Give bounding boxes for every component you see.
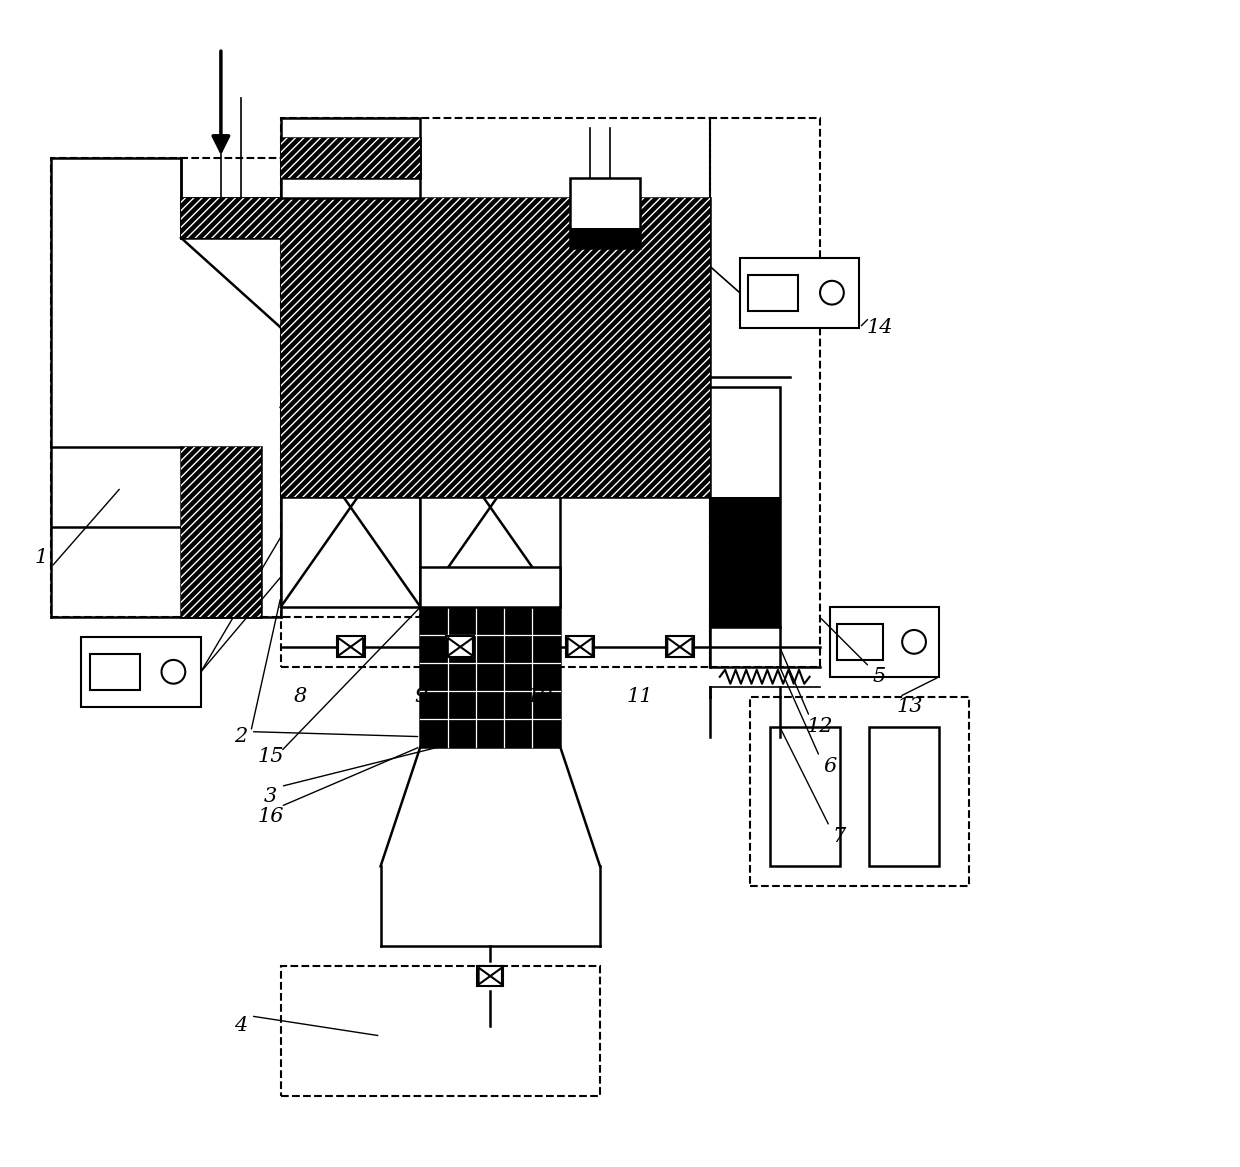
Polygon shape xyxy=(667,638,680,656)
Bar xyxy=(51,158,420,617)
Polygon shape xyxy=(680,638,692,656)
Text: 13: 13 xyxy=(897,697,923,717)
Text: 2: 2 xyxy=(234,727,248,746)
Bar xyxy=(280,407,420,607)
Bar xyxy=(748,274,799,310)
Bar xyxy=(740,258,859,328)
Bar xyxy=(420,607,560,747)
Bar xyxy=(570,228,640,247)
Text: 16: 16 xyxy=(258,806,284,826)
Bar xyxy=(181,447,260,617)
Bar xyxy=(280,198,709,497)
Bar xyxy=(709,387,780,627)
Bar xyxy=(570,179,640,247)
Bar xyxy=(869,727,939,866)
Text: 10: 10 xyxy=(527,687,553,706)
Polygon shape xyxy=(339,638,351,656)
Circle shape xyxy=(161,659,185,684)
Text: 4: 4 xyxy=(234,1016,248,1035)
Bar xyxy=(446,636,475,657)
Text: 15: 15 xyxy=(258,747,284,766)
Polygon shape xyxy=(580,638,593,656)
Bar xyxy=(770,727,839,866)
Bar xyxy=(181,198,280,238)
Polygon shape xyxy=(490,967,502,985)
Text: 7: 7 xyxy=(833,827,846,846)
Text: 1: 1 xyxy=(35,547,48,566)
Bar xyxy=(89,654,140,690)
Polygon shape xyxy=(460,638,472,656)
Text: 11: 11 xyxy=(626,687,653,706)
Bar xyxy=(830,607,939,677)
Text: 9: 9 xyxy=(414,687,427,706)
Bar xyxy=(567,636,594,657)
Bar xyxy=(477,966,503,986)
Bar xyxy=(280,138,420,179)
Bar xyxy=(280,118,709,666)
Circle shape xyxy=(820,281,843,305)
Bar xyxy=(280,138,420,179)
Bar xyxy=(181,447,260,617)
Bar xyxy=(709,497,780,627)
Bar xyxy=(280,966,600,1096)
Polygon shape xyxy=(568,638,580,656)
Text: 12: 12 xyxy=(806,718,833,736)
Text: 5: 5 xyxy=(873,668,887,686)
Bar xyxy=(181,198,280,238)
Polygon shape xyxy=(448,638,460,656)
Bar xyxy=(420,407,560,607)
Bar xyxy=(420,567,560,607)
Text: 6: 6 xyxy=(823,757,836,776)
Polygon shape xyxy=(479,967,490,985)
Bar xyxy=(336,636,365,657)
Bar xyxy=(81,637,201,707)
Text: 14: 14 xyxy=(867,319,893,337)
Bar xyxy=(280,118,420,198)
Bar xyxy=(837,623,883,661)
Text: 8: 8 xyxy=(294,687,308,706)
Circle shape xyxy=(903,630,926,654)
Bar xyxy=(709,118,820,666)
Text: 3: 3 xyxy=(264,787,278,806)
Bar xyxy=(280,198,709,497)
Bar xyxy=(666,636,694,657)
Polygon shape xyxy=(351,638,363,656)
Bar xyxy=(750,697,970,886)
